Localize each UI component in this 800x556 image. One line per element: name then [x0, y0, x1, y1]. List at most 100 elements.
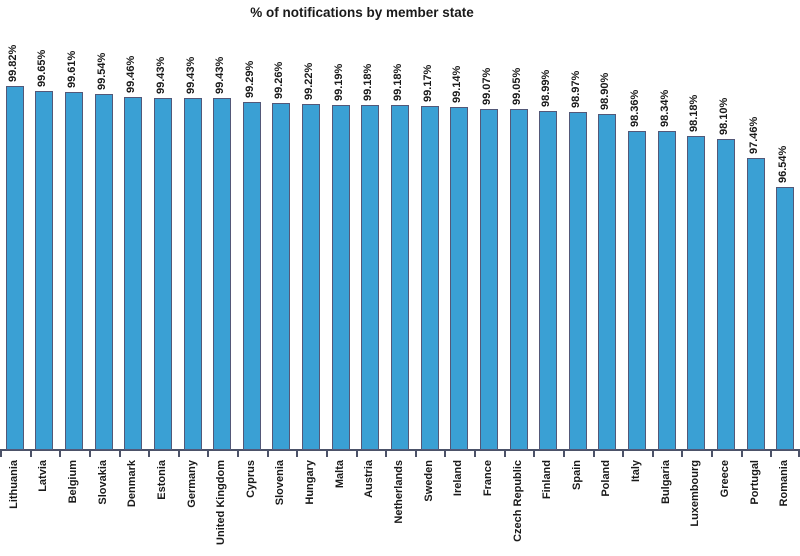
axis-tick	[177, 451, 180, 457]
axis-tick	[29, 451, 32, 457]
value-label: 99.43%	[184, 56, 197, 94]
value-label: 99.18%	[362, 63, 375, 102]
bar-romania	[776, 186, 795, 450]
bar-bulgaria	[657, 131, 676, 450]
value-label: 99.61%	[66, 50, 79, 89]
value-label: 98.97%	[569, 70, 582, 108]
value-label: 99.29%	[243, 60, 256, 98]
category-label: Slovakia	[96, 460, 109, 505]
value-label: 99.19%	[332, 63, 345, 101]
axis-tick	[148, 451, 151, 457]
bar-slovakia	[94, 94, 113, 450]
bar-ireland	[450, 106, 469, 450]
category-label: Lithuania	[7, 460, 20, 509]
bar-slovenia	[272, 102, 291, 450]
category-label: Portugal	[748, 460, 761, 505]
bar-spain	[568, 111, 587, 450]
bar-france	[479, 108, 498, 450]
category-label: Luxembourg	[689, 460, 702, 527]
axis-tick	[296, 451, 299, 457]
value-label: 98.10%	[717, 97, 730, 135]
bar-portugal	[746, 158, 765, 450]
axis-tick	[414, 451, 417, 457]
category-label: Czech Republic	[511, 460, 524, 542]
value-label: 98.34%	[658, 89, 671, 128]
axis-tick	[681, 451, 684, 457]
bar-lithuania	[5, 85, 24, 450]
bar-denmark	[124, 96, 143, 450]
value-label: 99.18%	[392, 63, 404, 102]
bar-united-kingdom	[213, 97, 232, 450]
value-label: 99.46%	[125, 55, 138, 93]
value-label: 97.46%	[747, 117, 760, 155]
axis-tick	[118, 451, 121, 457]
value-label: 99.43%	[214, 56, 227, 94]
category-label: Italy	[630, 460, 643, 483]
category-label: Denmark	[126, 460, 139, 508]
bar-cyprus	[242, 101, 261, 450]
value-label: 99.82%	[6, 44, 19, 82]
bar-greece	[716, 138, 735, 450]
value-label: 98.36%	[629, 89, 642, 127]
value-label: 98.90%	[599, 72, 612, 110]
bar-finland	[539, 111, 558, 450]
axis-tick	[266, 451, 269, 457]
category-label: Cyprus	[244, 460, 257, 498]
axis-tick	[562, 451, 565, 457]
value-label: 98.18%	[688, 94, 701, 133]
axis-tick	[237, 451, 240, 457]
axis-tick	[444, 451, 447, 457]
axis-tick	[503, 451, 506, 457]
category-label: Latvia	[37, 460, 50, 492]
axis-tick	[711, 451, 714, 457]
bar-poland	[598, 113, 617, 450]
category-label: Finland	[541, 460, 554, 500]
value-label: 99.26%	[273, 61, 286, 99]
axis-tick	[770, 451, 773, 457]
axis-tick	[88, 451, 91, 457]
bar-belgium	[65, 92, 84, 450]
value-label: 99.05%	[510, 67, 523, 106]
category-label: Sweden	[422, 460, 435, 502]
value-label: 99.07%	[480, 67, 493, 105]
value-label: 99.43%	[154, 56, 167, 94]
axis-tick	[798, 451, 800, 457]
value-label: 99.14%	[451, 65, 464, 103]
value-label: 96.54%	[777, 145, 790, 183]
category-label: Belgium	[67, 460, 80, 504]
axis-tick	[385, 451, 388, 457]
value-label: 99.65%	[36, 49, 49, 87]
x-axis-line	[0, 449, 800, 451]
category-label: Ireland	[452, 460, 465, 497]
value-label: 98.99%	[540, 69, 553, 108]
value-label: 99.22%	[303, 62, 316, 101]
category-label: Romania	[778, 460, 791, 507]
bar-austria	[361, 105, 380, 450]
category-label: Slovenia	[274, 460, 287, 506]
axis-tick	[740, 451, 743, 457]
category-label: Estonia	[155, 460, 168, 500]
bar-sweden	[420, 105, 439, 450]
bar-italy	[628, 130, 647, 450]
axis-tick	[651, 451, 654, 457]
axis-tick	[207, 451, 210, 457]
chart-title: % of notifications by member state	[250, 5, 474, 20]
value-label: 99.17%	[421, 64, 434, 102]
bar-estonia	[153, 97, 172, 450]
category-label: Greece	[718, 460, 731, 498]
bar-germany	[183, 97, 202, 450]
bar-luxembourg	[687, 136, 706, 450]
axis-tick	[592, 451, 595, 457]
axis-tick	[325, 451, 328, 457]
category-label: France	[481, 460, 494, 497]
bar-malta	[331, 104, 350, 450]
bar-netherlands	[391, 105, 409, 450]
axis-tick	[355, 451, 358, 457]
axis-tick	[533, 451, 536, 457]
axis-tick	[59, 451, 62, 457]
category-label: United Kingdom	[215, 460, 228, 545]
category-label: Austria	[363, 460, 376, 498]
bar-latvia	[35, 90, 54, 450]
category-label: Germany	[185, 460, 198, 508]
